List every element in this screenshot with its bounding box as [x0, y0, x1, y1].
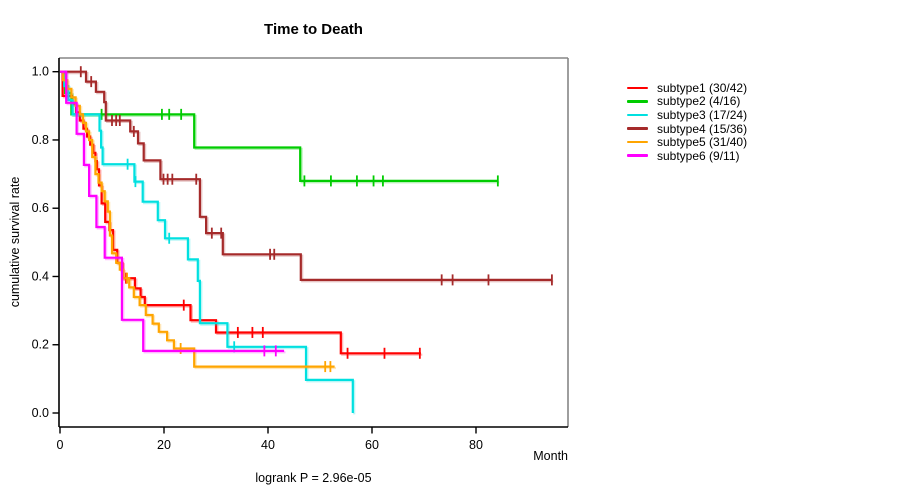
legend: subtype1 (30/42) subtype2 (4/16) subtype3 …: [627, 81, 747, 163]
curve-halo-subtype5: [61, 71, 336, 370]
y-tick-label: 0.6: [32, 201, 49, 215]
legend-item-label: subtype2 (4/16): [657, 94, 741, 109]
legend-item-subtype1: subtype1 (30/42): [627, 81, 747, 95]
legend-line-swatch: [627, 127, 648, 130]
y-tick-label: 0.2: [32, 338, 49, 352]
survival-curve-subtype5: [60, 70, 335, 368]
legend-item-subtype2: subtype2 (4/16): [627, 94, 747, 109]
legend-line-swatch: [627, 113, 648, 117]
legend-item-subtype6: subtype6 (9/11): [627, 149, 747, 163]
x-axis-label: Month: [533, 449, 568, 463]
legend-item-label: subtype3 (17/24): [657, 107, 748, 122]
legend-item-label: subtype4 (15/36): [657, 121, 748, 136]
legend-line-swatch: [627, 154, 648, 158]
survival-curve-subtype4: [60, 70, 552, 281]
survival-curve-subtype6: [60, 70, 285, 352]
legend-line-swatch: [627, 140, 648, 144]
legend-item-subtype4: subtype4 (15/36): [627, 122, 747, 136]
y-axis-label: cumulative survival rate: [8, 176, 22, 308]
legend-item-subtype5: subtype5 (31/40): [627, 135, 747, 149]
y-tick-label: 0.8: [32, 133, 49, 147]
y-tick-label: 1.0: [32, 65, 49, 79]
chart-title: Time to Death: [264, 21, 363, 38]
logrank-p-value: logrank P = 2.96e-05: [255, 471, 372, 485]
x-tick-label: 0: [57, 438, 64, 452]
legend-item-label: subtype6 (9/11): [657, 148, 740, 163]
survival-curve-subtype1: [60, 70, 421, 355]
legend-item-label: subtype5 (31/40): [657, 135, 748, 150]
y-tick-label: 0.0: [32, 406, 49, 420]
x-tick-label: 40: [261, 438, 275, 452]
legend-item-label: subtype1 (30/42): [657, 80, 748, 95]
curve-halo-subtype3: [61, 71, 356, 415]
legend-line-swatch: [627, 100, 648, 103]
y-tick-label: 0.4: [32, 269, 49, 283]
legend-item-subtype3: subtype3 (17/24): [627, 108, 747, 122]
x-tick-label: 80: [469, 438, 483, 452]
x-tick-label: 20: [157, 438, 171, 452]
survival-curve-subtype3: [60, 70, 354, 413]
legend-line-swatch: [627, 86, 648, 90]
x-tick-label: 60: [365, 438, 379, 452]
